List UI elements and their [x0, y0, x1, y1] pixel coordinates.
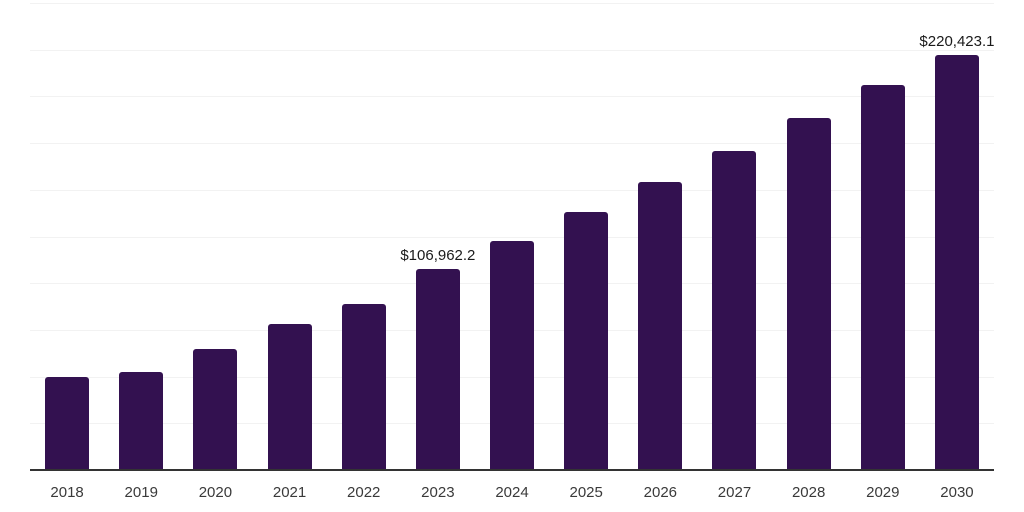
bar-2023[interactable] [415, 269, 460, 470]
x-tick-label-2027: 2027 [717, 484, 752, 501]
gridline [30, 3, 994, 4]
bar-2030[interactable] [934, 55, 979, 470]
bar-slot-2030: $220,423.1 [919, 3, 995, 470]
x-axis-line [30, 469, 994, 471]
bar-slot-2021 [252, 3, 326, 470]
bar-slot-2028 [772, 3, 846, 470]
value-label-2023: $106,962.2 [400, 247, 476, 264]
x-tick-label-2029: 2029 [866, 484, 900, 501]
bar-slot-2020 [178, 3, 252, 470]
bar-2027[interactable] [712, 151, 757, 470]
x-tick-label-2019: 2019 [124, 484, 158, 501]
gridline [30, 237, 994, 238]
bar-2019[interactable] [119, 372, 164, 470]
bar-slot-2022 [327, 3, 401, 470]
x-tick-label-2028: 2028 [791, 484, 826, 501]
plot-area: $106,962.2 $220,423.1 [30, 3, 994, 470]
bar-slot-2027 [697, 3, 771, 470]
bar-2020[interactable] [193, 349, 238, 470]
bar-2018[interactable] [45, 377, 90, 470]
x-tick-label-2022: 2022 [347, 484, 381, 501]
bar-2025[interactable] [564, 212, 609, 470]
value-label-2030: $220,423.1 [919, 33, 995, 50]
bar-slot-2024 [475, 3, 549, 470]
gridline [30, 143, 994, 144]
x-tick-label-2030: 2030 [940, 484, 974, 501]
bar-2028[interactable] [786, 118, 831, 470]
bar-slot-2025 [549, 3, 623, 470]
x-tick-label-2024: 2024 [495, 484, 529, 501]
bar-slot-2019 [104, 3, 178, 470]
x-tick-label-2020: 2020 [198, 484, 233, 501]
x-tick-label-2025: 2025 [569, 484, 603, 501]
bar-2026[interactable] [638, 182, 683, 470]
gridline [30, 190, 994, 191]
gridline [30, 96, 994, 97]
x-tick-label-2026: 2026 [643, 484, 678, 501]
x-tick-label-2018: 2018 [50, 484, 84, 501]
bar-2021[interactable] [267, 324, 312, 470]
bar-slot-2026 [623, 3, 697, 470]
x-axis-labels: 2018 2019 2020 2021 2022 2023 2024 2025 2026 2027… [30, 484, 994, 501]
x-tick-label-2021: 2021 [272, 484, 307, 501]
bar-2024[interactable] [490, 241, 535, 470]
bar-2029[interactable] [860, 85, 905, 470]
x-tick-label-2023: 2023 [421, 484, 455, 501]
bar-2022[interactable] [341, 304, 386, 470]
bar-slot-2018 [30, 3, 104, 470]
bar-slot-2029 [846, 3, 920, 470]
bar-slot-2023: $106,962.2 [400, 3, 476, 470]
bar-series: $106,962.2 $220,423.1 [30, 3, 994, 470]
gridline [30, 50, 994, 51]
